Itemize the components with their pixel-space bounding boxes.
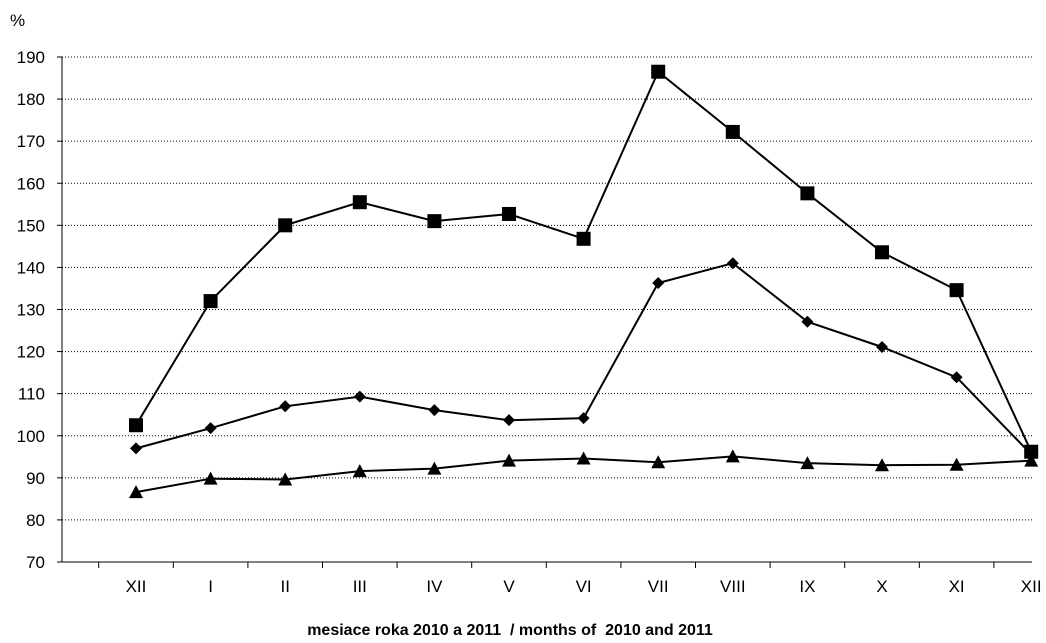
x-tick-label: VII: [648, 577, 669, 596]
data-point-triangle: [352, 464, 367, 478]
y-axis-ticks: 70 80 90 100 110 120 130 140 150 160 170 180 190: [17, 48, 62, 572]
data-point-diamond: [428, 404, 441, 417]
series-line-square: [135, 70, 1033, 453]
y-tick-label: 80: [26, 511, 45, 530]
x-tick-label: IV: [426, 577, 443, 596]
data-point-diamond: [204, 422, 217, 435]
x-tick-label: VI: [576, 577, 592, 596]
series-group: [129, 64, 1039, 499]
data-point-diamond: [652, 276, 665, 289]
data-point-square: [875, 245, 889, 260]
y-tick-label: 140: [17, 258, 45, 277]
x-tick-label: IX: [799, 577, 815, 596]
data-point-triangle: [949, 457, 964, 471]
y-tick-label: 190: [17, 48, 45, 67]
y-tick-label: 90: [26, 469, 45, 488]
data-point-square: [725, 124, 740, 139]
data-point-square: [651, 64, 666, 79]
data-point-square: [427, 214, 442, 229]
data-point-triangle: [576, 451, 591, 465]
x-tick-label: III: [353, 577, 367, 596]
x-tick-label: X: [876, 577, 887, 596]
data-point-triangle: [725, 449, 740, 463]
data-point-triangle: [651, 455, 666, 469]
data-point-diamond: [726, 257, 739, 270]
y-tick-label: 160: [17, 174, 45, 193]
y-tick-label: 150: [17, 216, 45, 235]
y-tick-label: 170: [17, 132, 45, 151]
x-axis-title: mesiace roka 2010 a 2011 / months of 201…: [307, 622, 713, 639]
x-tick-label: II: [280, 577, 289, 596]
data-point-diamond: [876, 340, 888, 353]
data-point-square: [502, 206, 516, 221]
series-line-diamond: [135, 262, 1032, 455]
x-tick-label: XII: [1021, 577, 1042, 596]
axes: [61, 57, 1032, 563]
y-tick-label: 100: [17, 427, 45, 446]
data-point-triangle: [129, 485, 143, 499]
y-tick-label: 70: [26, 553, 45, 572]
data-point-diamond: [503, 414, 515, 427]
data-point-square: [949, 283, 964, 298]
x-tick-label: V: [503, 577, 515, 596]
x-tick-label: XII: [126, 577, 147, 596]
data-point-square: [352, 195, 367, 210]
x-tick-label: VIII: [720, 577, 746, 596]
data-point-diamond: [130, 442, 142, 455]
data-point-square: [129, 418, 143, 433]
x-tick-label: XI: [949, 577, 965, 596]
y-axis-unit-label: %: [10, 11, 25, 30]
grid-lines: [62, 56, 1032, 521]
y-tick-label: 130: [17, 301, 45, 320]
y-tick-label: 120: [17, 343, 45, 362]
data-point-triangle: [427, 461, 442, 475]
data-point-square: [576, 231, 591, 246]
y-tick-label: 180: [17, 90, 45, 109]
data-point-triangle: [875, 458, 889, 472]
y-tick-label: 110: [18, 385, 45, 404]
data-point-diamond: [801, 315, 814, 328]
data-point-triangle: [278, 472, 293, 486]
data-point-diamond: [577, 412, 590, 425]
data-point-square: [278, 218, 293, 233]
data-point-triangle: [502, 453, 516, 467]
data-point-triangle: [1024, 453, 1039, 467]
data-point-triangle: [800, 456, 815, 470]
data-point-diamond: [353, 390, 366, 403]
data-point-triangle: [203, 471, 218, 485]
data-point-square: [203, 294, 218, 309]
x-tick-label: I: [208, 577, 213, 596]
data-point-diamond: [279, 400, 292, 413]
data-point-diamond: [950, 371, 963, 384]
data-point-square: [800, 186, 815, 201]
x-axis-ticks: XII I II III IV V VI VII VIII IX X XI XII: [98, 562, 1042, 596]
